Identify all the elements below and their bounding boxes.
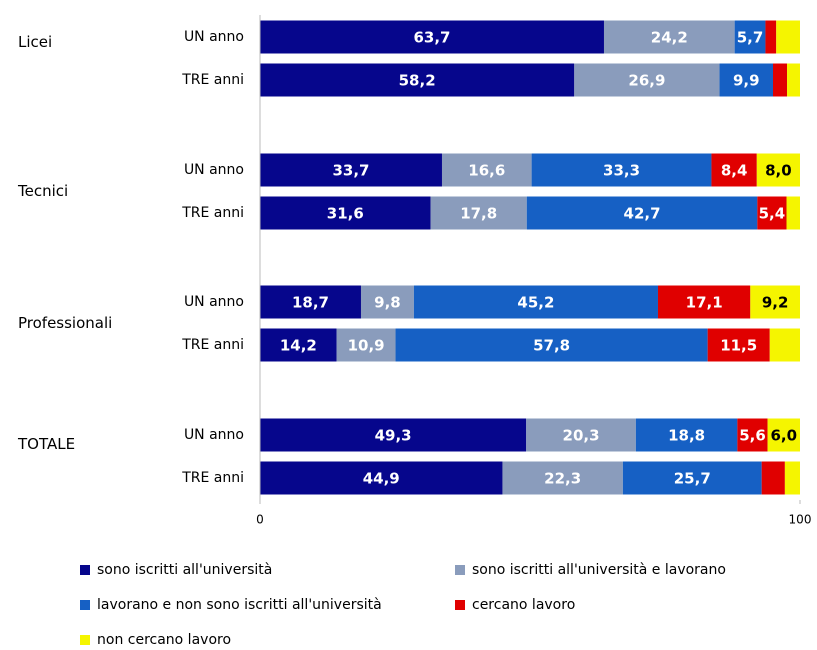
row-label: TRE anni [181,205,244,221]
value-label: 18,8 [668,427,705,445]
group-label: TOTALE [17,435,75,453]
group-label: Professionali [18,314,112,332]
bar-segment [526,196,758,230]
value-label: 24,2 [651,29,688,47]
value-label: 26,9 [628,72,665,90]
bar-segment [413,285,658,319]
bar-segment [260,63,575,97]
value-label: 42,7 [624,205,661,223]
value-label: 14,2 [280,337,317,355]
legend-label: sono iscritti all'università [97,562,272,578]
legend-label: sono iscritti all'università e lavorano [472,562,726,578]
bar-segment [260,328,337,362]
value-label: 33,3 [603,162,640,180]
bar-segment [711,153,757,187]
value-label: 11,5 [720,337,757,355]
row-label: TRE anni [181,470,244,486]
value-label: 6,0 [771,427,798,445]
value-label: 9,8 [374,294,401,312]
group-label: Tecnici [17,182,68,200]
value-label: 25,7 [674,470,711,488]
row-label: UN anno [184,29,244,45]
bar-segment [787,63,800,97]
bar-segment [622,461,762,495]
value-label: 44,9 [363,470,400,488]
bar-segment [769,328,800,362]
bar-segment [336,328,396,362]
value-label: 58,2 [399,72,436,90]
bar-segment [707,328,770,362]
row-label: UN anno [184,294,244,310]
bar-segment [786,196,800,230]
legend-label: cercano lavoro [472,597,575,613]
bar-segment [260,285,361,319]
value-label: 8,0 [765,162,792,180]
bar-segment [737,418,768,452]
value-label: 31,6 [327,205,364,223]
bar-segment [761,461,785,495]
value-label: 5,7 [737,29,764,47]
value-label: 17,1 [686,294,723,312]
value-label: 20,3 [563,427,600,445]
value-label: 22,3 [544,470,581,488]
legend-label: lavorano e non sono iscritti all'univers… [97,597,382,613]
bar-segment [784,461,800,495]
value-label: 5,4 [759,205,786,223]
x-tick-label: 0 [256,513,264,527]
row-label: TRE anni [181,337,244,353]
value-label: 9,9 [733,72,760,90]
legend-swatch [455,600,465,610]
bar-segment [360,285,414,319]
value-label: 45,2 [517,294,554,312]
bar-segment [765,20,777,54]
bar-segment [526,418,636,452]
bar-segment [260,20,604,54]
x-tick-label: 100 [789,513,812,527]
value-label: 63,7 [413,29,450,47]
bar-segment [260,196,431,230]
bar-segment [773,63,788,97]
value-label: 33,7 [332,162,369,180]
bar-segment [395,328,708,362]
value-label: 9,2 [762,294,789,312]
bar-segment [750,285,800,319]
value-label: 5,6 [739,427,766,445]
bar-segment [719,63,773,97]
legend-swatch [455,565,465,575]
bar-segment [756,153,800,187]
bar-segment [260,418,527,452]
bar-segment [260,461,503,495]
value-label: 57,8 [533,337,570,355]
value-label: 18,7 [292,294,329,312]
bar-segment [767,418,800,452]
value-label: 17,8 [460,205,497,223]
legend-swatch [80,635,90,645]
legend-swatch [80,600,90,610]
bar-segment [757,196,787,230]
row-label: UN anno [184,162,244,178]
bar-segment [734,20,766,54]
legend-swatch [80,565,90,575]
bar-segment [260,153,442,187]
bar-segment [574,63,720,97]
bar-segment [441,153,532,187]
legend-label: non cercano lavoro [97,632,231,646]
bar-segment [776,20,800,54]
group-label: Licei [18,33,52,51]
bar-segment [502,461,623,495]
bar-segment [635,418,738,452]
bar-segment [603,20,735,54]
value-label: 8,4 [721,162,748,180]
bar-segment [531,153,712,187]
bar-segment [657,285,751,319]
row-label: UN anno [184,427,244,443]
row-label: TRE anni [181,72,244,88]
value-label: 10,9 [348,337,385,355]
value-label: 16,6 [468,162,505,180]
bar-segment [430,196,527,230]
value-label: 49,3 [375,427,412,445]
